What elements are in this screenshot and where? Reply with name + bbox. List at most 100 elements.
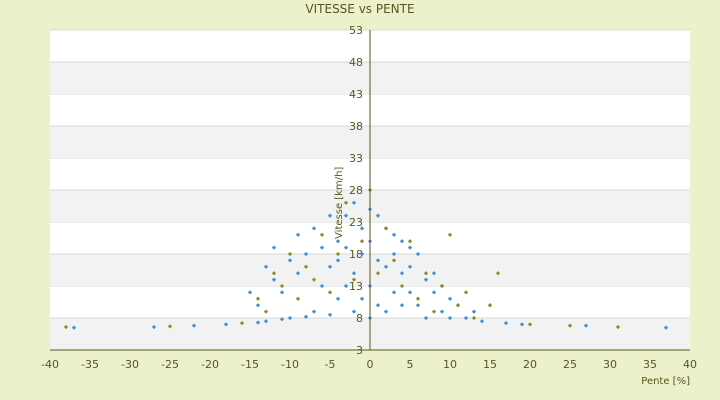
- data-point-series-b: [447, 232, 453, 237]
- data-point-series-b: [343, 200, 349, 205]
- data-point-series-a: [279, 317, 285, 322]
- data-point-series-a: [351, 309, 357, 314]
- y-tick-label: 18: [349, 248, 363, 261]
- y-tick-label: 13: [349, 280, 363, 293]
- x-tick-label: -5: [325, 358, 336, 371]
- x-tick-label: -10: [281, 358, 299, 371]
- data-point-series-a: [151, 324, 157, 330]
- data-point-series-a: [415, 303, 421, 308]
- data-point-series-b: [471, 315, 477, 321]
- x-tick-label: -30: [121, 358, 139, 371]
- data-point-series-a: [383, 264, 389, 269]
- data-point-series-b: [455, 303, 461, 308]
- data-point-series-a: [407, 264, 413, 269]
- x-tick-label: -35: [81, 358, 99, 371]
- x-tick-label: 5: [407, 358, 414, 371]
- data-point-series-b: [439, 283, 445, 289]
- data-point-series-a: [463, 315, 469, 321]
- data-point-series-a: [407, 245, 413, 250]
- data-point-series-a: [503, 320, 509, 326]
- y-tick-label: 38: [349, 120, 363, 133]
- data-point-series-a: [391, 251, 397, 257]
- x-tick-label: 15: [483, 358, 497, 371]
- data-point-series-a: [399, 239, 405, 244]
- y-tick-label: 33: [349, 152, 363, 165]
- y-tick-label: 43: [349, 88, 363, 101]
- data-point-series-a: [191, 323, 197, 328]
- data-point-series-b: [335, 251, 341, 257]
- data-point-series-a: [359, 226, 365, 231]
- data-point-series-a: [431, 290, 437, 295]
- x-tick-label: -40: [41, 358, 59, 371]
- data-point-series-b: [615, 324, 621, 330]
- data-point-series-b: [527, 322, 533, 327]
- data-point-series-b: [303, 264, 309, 269]
- y-tick-label: 8: [356, 312, 363, 325]
- data-point-series-a: [271, 245, 277, 250]
- data-point-series-b: [431, 309, 437, 314]
- data-point-series-a: [415, 251, 421, 257]
- data-point-series-a: [375, 303, 381, 308]
- data-point-series-a: [447, 315, 453, 321]
- data-point-series-b: [167, 324, 173, 329]
- y-axis-ticks: 38131823283338434853: [349, 24, 363, 357]
- data-point-series-a: [407, 290, 413, 295]
- y-tick-label: 48: [349, 56, 363, 69]
- x-tick-label: 10: [443, 358, 457, 371]
- x-axis-title: Pente [%]: [641, 376, 690, 387]
- data-point-series-a: [295, 232, 301, 237]
- x-tick-label: -15: [241, 358, 259, 371]
- data-point-series-a: [391, 232, 397, 237]
- data-point-series-a: [271, 277, 277, 282]
- data-point-series-a: [343, 283, 349, 289]
- data-point-series-a: [255, 320, 261, 325]
- y-axis-title: Vitesse [km/h]: [334, 167, 345, 239]
- data-point-series-a: [263, 319, 269, 324]
- data-point-series-a: [327, 264, 333, 269]
- data-point-series-b: [287, 251, 293, 257]
- data-point-series-a: [287, 258, 293, 263]
- data-point-series-b: [319, 232, 325, 237]
- data-point-series-b: [351, 277, 357, 282]
- data-point-series-b: [279, 283, 285, 289]
- data-point-series-a: [327, 312, 333, 317]
- data-point-series-a: [519, 322, 525, 327]
- data-point-series-a: [335, 239, 341, 244]
- data-point-series-a: [223, 322, 229, 327]
- data-point-series-a: [327, 213, 333, 218]
- data-point-series-b: [495, 271, 501, 276]
- data-point-series-b: [239, 320, 245, 326]
- data-point-series-b: [359, 239, 365, 244]
- data-point-series-a: [295, 271, 301, 276]
- data-point-series-a: [255, 303, 261, 308]
- data-point-series-a: [391, 290, 397, 295]
- data-point-series-a: [383, 309, 389, 314]
- data-point-series-a: [343, 245, 349, 250]
- data-point-series-b: [327, 290, 333, 295]
- x-tick-label: 35: [643, 358, 657, 371]
- x-axis-ticks: -40 -35 -30 -25 -20 -15 -10 -5 0 5 10 15 20 25 30 35 40: [41, 358, 697, 371]
- data-point-series-a: [375, 258, 381, 263]
- x-tick-label: 40: [683, 358, 697, 371]
- data-point-series-a: [479, 319, 485, 324]
- data-point-series-a: [303, 251, 309, 257]
- data-point-series-b: [423, 271, 429, 276]
- data-point-series-a: [335, 296, 341, 301]
- data-point-series-a: [399, 271, 405, 276]
- data-point-series-b: [311, 277, 317, 282]
- data-point-series-b: [487, 303, 493, 308]
- data-point-series-a: [351, 200, 357, 205]
- data-point-series-a: [447, 296, 453, 301]
- data-point-series-a: [375, 213, 381, 218]
- data-point-series-a: [583, 323, 589, 328]
- data-point-series-b: [375, 271, 381, 276]
- data-point-series-b: [391, 258, 397, 263]
- data-point-series-a: [319, 283, 325, 289]
- data-point-series-a: [343, 213, 349, 218]
- data-point-series-b: [399, 283, 405, 289]
- x-tick-label: 0: [367, 358, 374, 371]
- x-tick-label: 30: [603, 358, 617, 371]
- data-point-series-a: [311, 309, 317, 314]
- y-tick-label: 28: [349, 184, 363, 197]
- data-point-series-a: [335, 258, 341, 263]
